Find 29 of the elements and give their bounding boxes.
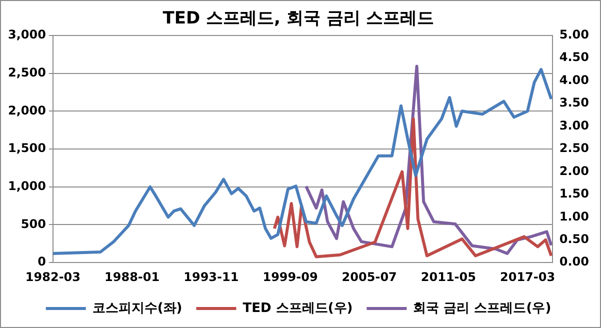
x-tick-label: 1982-03 — [25, 270, 80, 284]
legend-label: 회국 금리 스프레드(우) — [413, 300, 552, 316]
x-tick-label: 2005-07 — [342, 270, 397, 284]
y-tick-label: 0 — [38, 254, 46, 269]
chart-title: TED 스프레드, 회국 금리 스프레드 — [162, 8, 434, 29]
y-tick-label: 1,000 — [8, 178, 46, 193]
x-tick-label: 1999-09 — [262, 270, 318, 284]
y-tick-label: 2,000 — [8, 103, 46, 118]
x-tick-label: 1993-11 — [184, 270, 239, 284]
y2-tick-label: 4.00 — [559, 72, 589, 87]
y2-tick-label: 1.50 — [559, 186, 589, 201]
y2-tick-label: 3.50 — [559, 96, 589, 110]
y2-tick-label: 0.00 — [559, 254, 589, 269]
y2-tick-label: 5.00 — [559, 28, 589, 42]
legend-label: TED 스프레드(우) — [242, 300, 353, 316]
legend-label: 코스피지수(좌) — [92, 300, 182, 316]
y-tick-label: 3,000 — [8, 28, 46, 42]
y-tick-label: 2,500 — [8, 65, 46, 80]
x-tick-label: 2017-03 — [500, 270, 556, 284]
y-tick-label: 500 — [20, 216, 46, 231]
y-tick-label: 1,500 — [8, 141, 46, 156]
y2-tick-label: 1.00 — [559, 209, 589, 224]
y2-tick-label: 2.00 — [559, 164, 589, 178]
y2-tick-label: 2.50 — [559, 141, 589, 156]
x-tick-label: 2011-05 — [420, 270, 476, 284]
x-tick-label: 1988-01 — [104, 270, 160, 284]
y2-tick-label: 3.00 — [559, 118, 589, 132]
y2-tick-label: 4.50 — [559, 50, 589, 64]
y2-tick-label: 0.50 — [559, 232, 589, 246]
